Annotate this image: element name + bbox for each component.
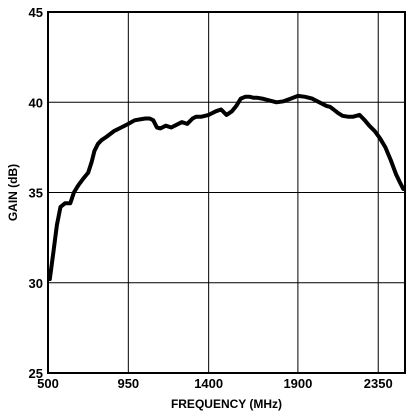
x-axis-title: FREQUENCY (MHz) xyxy=(171,397,282,411)
x-tick-label: 500 xyxy=(37,376,59,391)
x-tick-labels: 500 950 1400 1900 2350 xyxy=(37,376,393,391)
x-tick-label: 1400 xyxy=(194,376,223,391)
y-tick-label: 35 xyxy=(29,186,43,201)
plot-frame xyxy=(47,11,406,374)
series-line-0 xyxy=(47,93,406,282)
y-tick-label: 30 xyxy=(29,276,43,291)
y-axis-title: GAIN (dB) xyxy=(6,164,20,221)
y-tick-labels: 25 30 35 40 45 xyxy=(29,5,43,381)
y-tick-label: 25 xyxy=(29,366,43,381)
y-tick-label: 40 xyxy=(29,95,43,110)
y-tick-label: 45 xyxy=(29,5,43,20)
x-tick-label: 2350 xyxy=(364,376,393,391)
x-tick-label: 950 xyxy=(117,376,139,391)
x-tick-label: 1900 xyxy=(283,376,312,391)
series-layer xyxy=(47,93,406,282)
